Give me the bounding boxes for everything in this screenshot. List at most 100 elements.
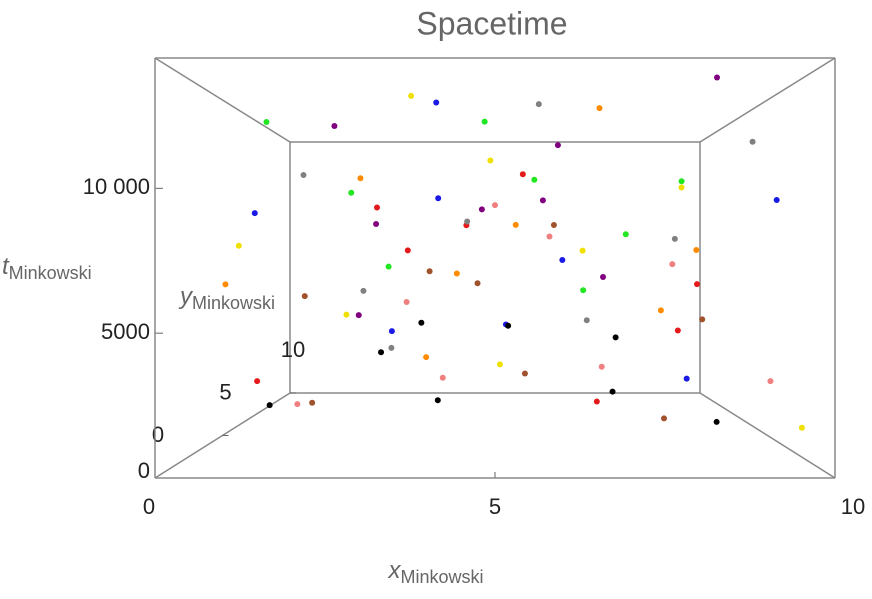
point	[266, 402, 273, 409]
point	[487, 157, 494, 164]
point	[360, 287, 367, 294]
y-tick-label: 0	[152, 422, 164, 447]
point	[714, 74, 721, 81]
point	[348, 189, 355, 196]
x-axis-label: xMinkowski	[387, 557, 483, 586]
point	[683, 375, 690, 382]
z-label-sub: Minkowski	[9, 263, 92, 283]
point	[671, 235, 678, 242]
point	[423, 354, 430, 361]
point	[539, 197, 546, 204]
point	[531, 176, 538, 183]
z-tick-label: 5000	[101, 319, 150, 344]
point	[609, 388, 616, 395]
point	[612, 334, 619, 341]
point	[693, 246, 700, 253]
point	[426, 268, 433, 275]
point	[593, 398, 600, 405]
point	[357, 175, 364, 182]
point	[773, 196, 780, 203]
point	[492, 202, 498, 209]
point	[496, 361, 503, 368]
point	[798, 424, 805, 431]
z-tick-label: 10 000	[83, 174, 150, 199]
point	[579, 247, 586, 254]
point	[300, 172, 307, 179]
point	[403, 298, 410, 305]
point	[559, 257, 566, 264]
point	[385, 263, 392, 270]
chart-title: Spacetime	[416, 5, 567, 41]
point	[388, 344, 395, 351]
z-axis-label: tMinkowski	[2, 253, 92, 282]
point	[418, 319, 425, 326]
point	[554, 142, 561, 149]
box-edge	[699, 392, 836, 479]
point	[474, 280, 481, 287]
point	[373, 220, 380, 227]
point	[251, 210, 258, 217]
y-axis-label: yMinkowski	[178, 283, 275, 312]
point	[453, 270, 460, 277]
point	[699, 316, 706, 323]
point	[481, 118, 488, 125]
point	[669, 261, 676, 268]
point	[749, 138, 756, 145]
point	[661, 415, 668, 422]
y-label-sub: Minkowski	[192, 293, 275, 313]
point	[254, 378, 261, 385]
point	[378, 349, 385, 356]
point	[622, 231, 629, 238]
point	[767, 378, 774, 385]
point	[263, 119, 270, 125]
point	[374, 204, 381, 211]
point	[678, 184, 685, 191]
point	[535, 101, 542, 108]
point	[434, 397, 441, 404]
y-tick-label: 10	[281, 337, 305, 362]
box-edge	[154, 57, 291, 143]
point	[464, 218, 471, 225]
point	[694, 281, 701, 288]
point	[546, 233, 553, 240]
point	[355, 312, 362, 319]
y-tick-label: 5	[219, 379, 231, 404]
point	[478, 206, 485, 213]
point	[435, 195, 442, 202]
point	[388, 328, 395, 335]
x-tick-label: 5	[489, 494, 501, 519]
point	[343, 311, 350, 318]
point	[657, 307, 664, 314]
x-label-main: x	[387, 557, 401, 584]
point	[550, 221, 557, 228]
x-tick-label: 0	[143, 494, 155, 519]
point	[222, 281, 229, 288]
point	[301, 293, 308, 300]
point	[404, 247, 411, 254]
point	[598, 363, 605, 370]
x-label-sub: Minkowski	[400, 567, 483, 587]
point	[678, 178, 685, 185]
point	[505, 322, 512, 329]
point	[235, 242, 242, 249]
x-tick-label: 10	[841, 494, 865, 519]
point	[600, 274, 607, 281]
z-tick-label: 0	[138, 458, 150, 483]
point	[408, 92, 415, 99]
point	[519, 171, 526, 178]
box-edge	[699, 57, 836, 143]
z-label-main: t	[2, 253, 10, 280]
point	[433, 99, 440, 106]
y-label-main: y	[178, 283, 194, 310]
point	[521, 370, 528, 377]
point	[583, 317, 590, 324]
point	[580, 287, 587, 294]
point	[713, 418, 720, 425]
point	[331, 122, 338, 129]
point	[309, 399, 316, 406]
point	[596, 105, 603, 112]
point	[674, 327, 681, 334]
point	[294, 401, 301, 408]
point	[512, 221, 519, 228]
